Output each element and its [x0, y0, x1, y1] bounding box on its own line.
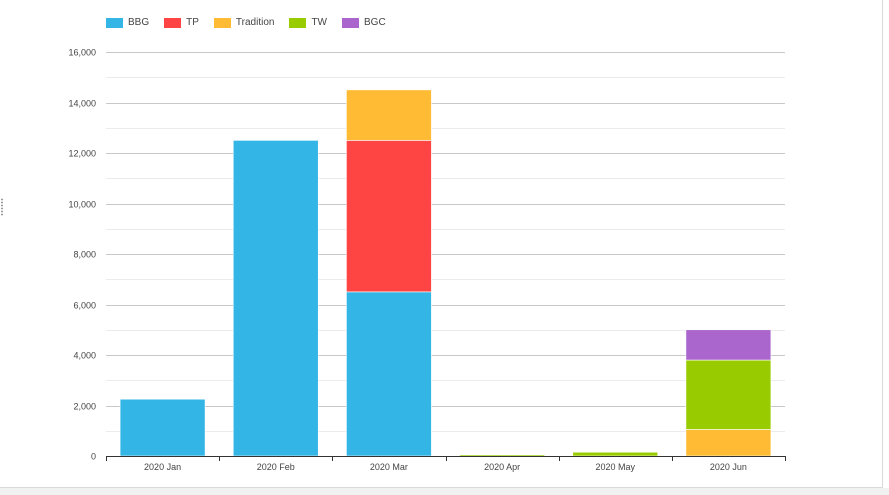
y-tick-label: 6,000 — [73, 301, 96, 311]
legend-item-tradition[interactable]: Tradition — [213, 17, 275, 29]
legend-swatch-bbg — [106, 18, 123, 28]
y-tick-label: 2,000 — [73, 402, 96, 412]
bar-segment-tw[interactable] — [459, 454, 545, 457]
legend-label-tp: TP — [186, 17, 199, 28]
y-tick-label: 12,000 — [68, 149, 96, 159]
legend-label-tradition: Tradition — [235, 17, 275, 28]
x-tick-label: 2020 Apr — [484, 462, 520, 472]
bar-segment-tradition[interactable] — [685, 429, 772, 457]
legend-label-tw: TW — [311, 17, 327, 28]
y-tick-label: 4,000 — [73, 351, 96, 361]
x-tick-label: 2020 Mar — [370, 462, 408, 472]
legend-item-bgc[interactable]: BGC — [342, 17, 386, 29]
legend-item-bbg[interactable]: BBG — [106, 17, 149, 29]
legend-swatch-tw — [289, 18, 307, 28]
legend-swatch-bgc — [342, 18, 359, 28]
y-tick-label: 16,000 — [68, 48, 96, 58]
bar-segment-tradition[interactable] — [346, 89, 432, 141]
legend-item-tp[interactable]: TP — [164, 17, 199, 29]
x-tick-label: 2020 Feb — [257, 462, 295, 472]
legend-label-bbg: BBG — [128, 17, 150, 28]
bottom-panel-edge — [0, 488, 889, 495]
y-tick-label: 0 — [91, 452, 96, 462]
chart-legend: BBG TP Tradition TW BGC — [106, 17, 386, 29]
bar-segment-tw[interactable] — [685, 359, 772, 430]
legend-item-tw[interactable]: TW — [289, 17, 327, 29]
x-tick-label: 2020 Jan — [144, 462, 181, 472]
chart-frame — [0, 0, 883, 488]
y-tick-label: 10,000 — [68, 200, 96, 210]
legend-swatch-tradition — [213, 18, 231, 28]
bar-segment-tw[interactable] — [572, 451, 659, 457]
bar-segment-bbg[interactable] — [346, 291, 432, 457]
legend-label-bgc: BGC — [364, 17, 386, 28]
resize-handle[interactable] — [1, 198, 3, 216]
y-tick-label: 14,000 — [68, 99, 96, 109]
bar-segment-tp[interactable] — [346, 140, 432, 293]
bar-segment-bbg[interactable] — [232, 140, 319, 457]
x-tick-label: 2020 Jun — [710, 462, 747, 472]
bar-segment-bgc[interactable] — [685, 329, 772, 361]
x-tick-label: 2020 May — [595, 462, 635, 472]
legend-swatch-tp — [164, 18, 182, 28]
y-tick-label: 8,000 — [73, 250, 96, 260]
bar-segment-bbg[interactable] — [119, 398, 206, 457]
